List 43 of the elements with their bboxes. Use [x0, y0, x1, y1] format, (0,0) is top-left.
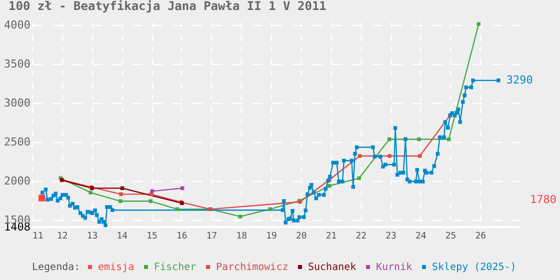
x-tick-label: 26 [475, 232, 486, 242]
legend-label: Fischer [154, 262, 196, 273]
x-tick-label: 25 [445, 232, 456, 242]
x-tick-label: 18 [236, 232, 248, 242]
legend-label: Sklepy (2025-) [432, 262, 516, 273]
point [388, 154, 392, 158]
point [119, 192, 123, 196]
point [38, 194, 46, 202]
x-tick-label: 17 [206, 232, 218, 242]
y-tick-label: 2000 [4, 174, 30, 188]
legend-label: Suchanek [308, 262, 356, 273]
legend-label: Parchimowicz [216, 262, 288, 273]
text: 1780 [530, 193, 556, 206]
x-tick-label: 16 [176, 232, 188, 242]
x-tick-label: 20 [296, 232, 307, 242]
x-tick-label: 21 [326, 232, 337, 242]
x-tick-label: 13 [86, 232, 98, 242]
x-tick-label: 11 [32, 232, 44, 242]
x-tick-label: 19 [266, 232, 277, 242]
point [358, 154, 362, 158]
point [150, 189, 154, 194]
data-label: 3290 [506, 73, 533, 86]
legend-label: emisja [98, 262, 134, 273]
point [118, 199, 122, 204]
x-tick-label: 24 [415, 232, 426, 242]
legend-title: Legenda: [32, 262, 80, 273]
point [88, 190, 92, 194]
x-tick-label: 15 [146, 232, 158, 242]
y-tick-label: 3500 [4, 58, 30, 71]
point [476, 22, 481, 26]
x-tick-label: 23 [386, 232, 396, 242]
x-tick-label: 14 [116, 232, 128, 242]
y-tick-label: 4000 [4, 18, 30, 32]
point [148, 199, 152, 204]
y-tick-label: 2500 [4, 135, 30, 148]
point [418, 154, 422, 158]
y-tick-label: 3000 [4, 96, 30, 110]
legend-label: Kurnik [376, 262, 412, 273]
x-tick-label: 12 [56, 232, 68, 242]
point [238, 214, 242, 218]
point [417, 137, 421, 142]
x-tick-label: 22 [356, 232, 367, 242]
chart-title: 100 zł - Beatyfikacja Jana Pawła II 1 V 2011 [8, 0, 326, 14]
